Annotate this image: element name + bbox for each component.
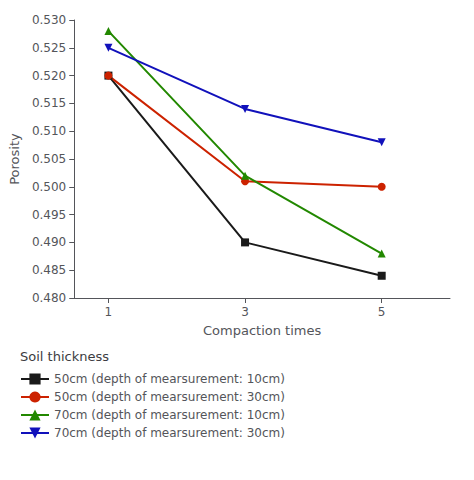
svg-text:0.530: 0.530 <box>32 13 66 27</box>
svg-text:0.485: 0.485 <box>32 263 66 277</box>
svg-text:0.500: 0.500 <box>32 180 66 194</box>
svg-text:0.495: 0.495 <box>32 208 66 222</box>
svg-text:0.490: 0.490 <box>32 235 66 249</box>
svg-text:0.515: 0.515 <box>32 96 66 110</box>
svg-text:0.525: 0.525 <box>32 41 66 55</box>
svg-text:Compaction times: Compaction times <box>203 323 321 338</box>
svg-text:3: 3 <box>241 305 249 319</box>
svg-text:Porosity: Porosity <box>7 133 22 185</box>
svg-text:1: 1 <box>105 305 113 319</box>
svg-text:0.520: 0.520 <box>32 69 66 83</box>
svg-text:70cm (depth of mearsurement: 3: 70cm (depth of mearsurement: 30cm) <box>54 426 285 440</box>
svg-text:Soil thickness: Soil thickness <box>20 349 109 364</box>
svg-text:70cm (depth of mearsurement: 1: 70cm (depth of mearsurement: 10cm) <box>54 408 285 422</box>
svg-text:0.510: 0.510 <box>32 124 66 138</box>
svg-text:50cm (depth of mearsurement: 3: 50cm (depth of mearsurement: 30cm) <box>54 390 285 404</box>
svg-text:0.480: 0.480 <box>32 291 66 305</box>
svg-text:50cm (depth of mearsurement: 1: 50cm (depth of mearsurement: 10cm) <box>54 372 285 386</box>
svg-text:0.505: 0.505 <box>32 152 66 166</box>
svg-text:5: 5 <box>378 305 386 319</box>
